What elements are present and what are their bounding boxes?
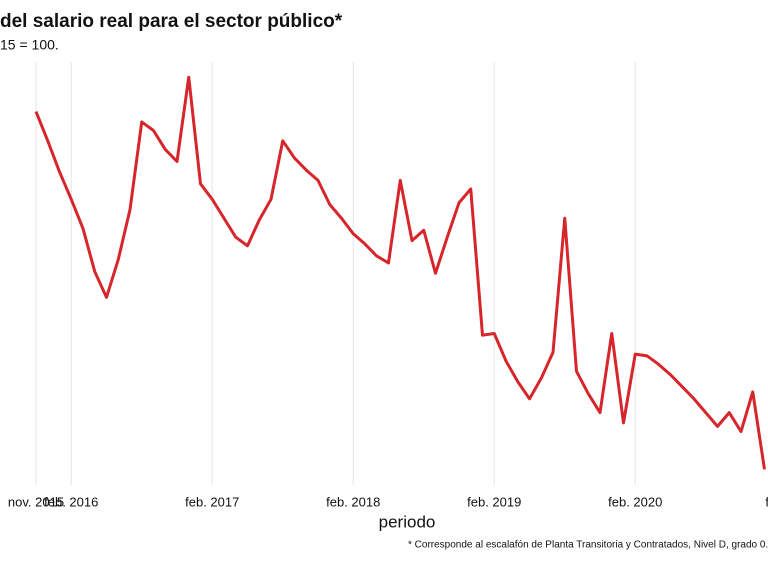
x-axis-label: periodo bbox=[379, 512, 436, 531]
grid bbox=[35, 62, 636, 485]
data-line bbox=[34, 75, 766, 470]
footnote: * Corresponde al escalafón de Planta Tra… bbox=[408, 540, 768, 551]
x-tick-label: feb. 2017 bbox=[185, 494, 239, 509]
x-tick-label: nov. 2015 bbox=[8, 494, 64, 509]
chart-title: del salario real para el sector público* bbox=[0, 11, 343, 32]
x-tick-label: feb. 2020 bbox=[608, 494, 662, 509]
x-tick-label: feb. 2016 bbox=[44, 494, 98, 509]
x-tick-label: feb. 2018 bbox=[326, 494, 380, 509]
x-tick-label: feb. bbox=[765, 494, 768, 509]
chart-subtitle: 15 = 100. bbox=[0, 37, 59, 53]
x-tick-label: feb. 2019 bbox=[467, 494, 521, 509]
